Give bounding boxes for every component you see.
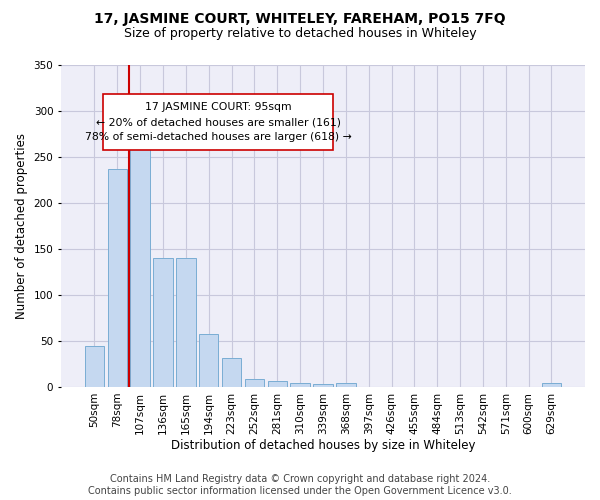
Bar <box>130 140 150 387</box>
Bar <box>313 384 332 387</box>
Bar <box>154 258 173 387</box>
Bar <box>245 378 264 387</box>
FancyBboxPatch shape <box>103 94 334 150</box>
Bar <box>85 346 104 387</box>
Bar <box>290 384 310 387</box>
Bar <box>176 258 196 387</box>
Text: Size of property relative to detached houses in Whiteley: Size of property relative to detached ho… <box>124 28 476 40</box>
X-axis label: Distribution of detached houses by size in Whiteley: Distribution of detached houses by size … <box>171 440 475 452</box>
Y-axis label: Number of detached properties: Number of detached properties <box>15 133 28 319</box>
Bar <box>336 384 356 387</box>
Bar <box>199 334 218 387</box>
Bar <box>542 384 561 387</box>
Bar <box>222 358 241 387</box>
Text: 17 JASMINE COURT: 95sqm
← 20% of detached houses are smaller (161)
78% of semi-d: 17 JASMINE COURT: 95sqm ← 20% of detache… <box>85 102 352 142</box>
Bar <box>268 380 287 387</box>
Text: Contains HM Land Registry data © Crown copyright and database right 2024.
Contai: Contains HM Land Registry data © Crown c… <box>88 474 512 496</box>
Bar <box>107 169 127 387</box>
Text: 17, JASMINE COURT, WHITELEY, FAREHAM, PO15 7FQ: 17, JASMINE COURT, WHITELEY, FAREHAM, PO… <box>94 12 506 26</box>
